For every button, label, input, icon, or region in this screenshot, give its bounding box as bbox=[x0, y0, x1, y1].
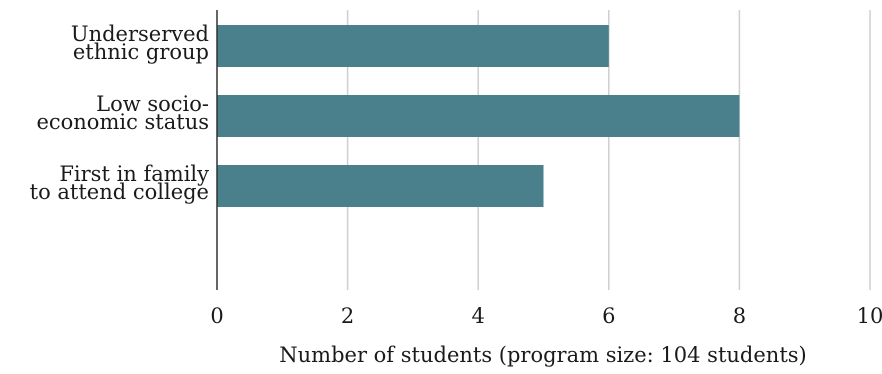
category-label-line: economic status bbox=[36, 110, 209, 134]
category-label-0: Underserved ethnic group bbox=[71, 22, 209, 64]
bar-2 bbox=[217, 165, 544, 207]
category-label-line: First in family bbox=[59, 162, 209, 186]
bars bbox=[217, 25, 740, 207]
x-tick-label-2: 2 bbox=[341, 304, 354, 328]
category-labels: Underserved ethnic group Low socio-economi… bbox=[30, 22, 210, 204]
category-label-line: to attend college bbox=[30, 180, 209, 204]
category-label-line: Low socio- bbox=[96, 92, 209, 116]
category-label-1: Low socio-economic status bbox=[36, 92, 209, 134]
x-axis-title: Number of students (program size: 104 st… bbox=[279, 343, 806, 367]
category-label-line: ethnic group bbox=[73, 40, 209, 64]
x-tick-label-6: 6 bbox=[602, 304, 615, 328]
bar-0 bbox=[217, 25, 609, 67]
x-tick-labels: 0 2 4 6 8 10 bbox=[210, 304, 882, 328]
x-tick-label-8: 8 bbox=[733, 304, 746, 328]
category-label-line: Underserved bbox=[71, 22, 209, 46]
category-label-2: First in family to attend college bbox=[30, 162, 210, 204]
bar-1 bbox=[217, 95, 740, 137]
x-tick-label-0: 0 bbox=[210, 304, 223, 328]
x-tick-label-4: 4 bbox=[472, 304, 485, 328]
x-tick-label-10: 10 bbox=[857, 304, 882, 328]
